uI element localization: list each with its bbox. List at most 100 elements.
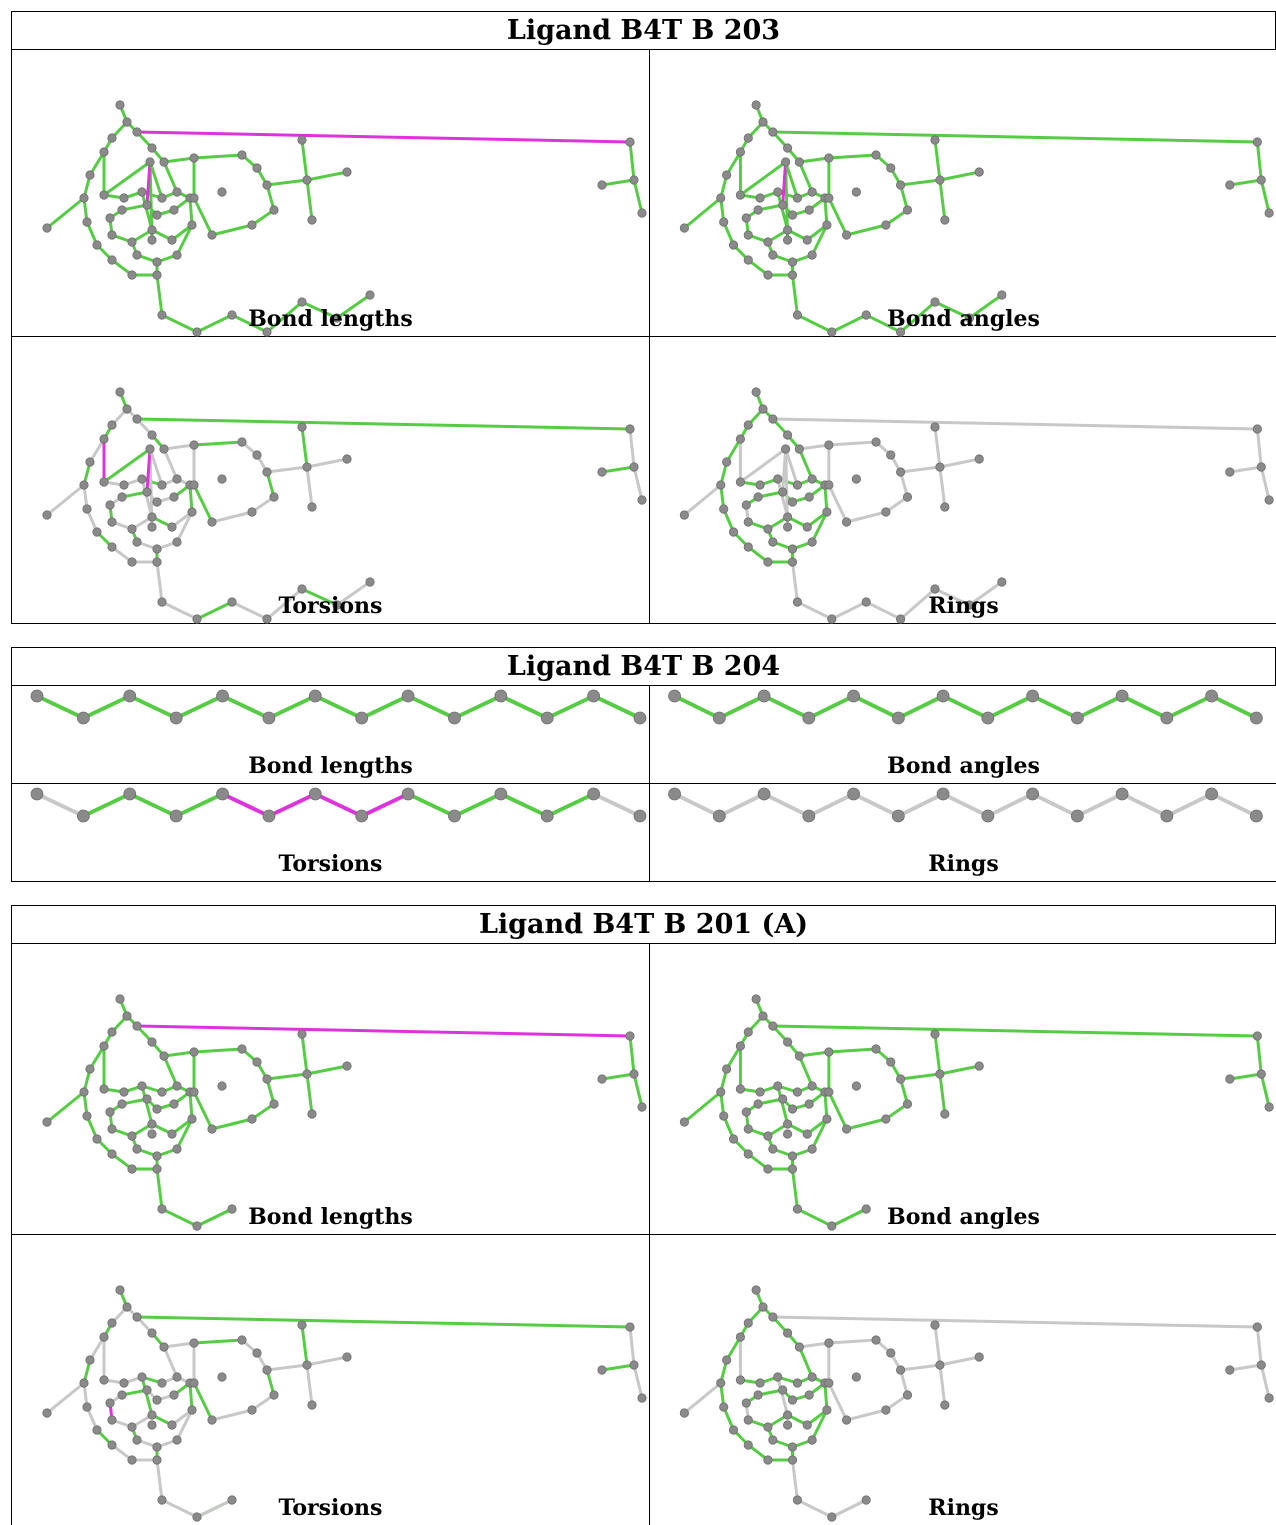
atom [1264,1102,1274,1112]
bond [797,1341,831,1349]
bond [545,694,596,720]
atom [122,1011,132,1021]
atom [841,517,852,527]
bond [265,587,304,621]
atom [712,809,726,823]
atom [891,809,905,823]
atom [792,310,803,320]
atom [216,787,229,801]
atom [107,420,117,430]
atom [807,1081,817,1091]
atom [743,230,753,240]
atom [824,193,834,203]
atom [82,1111,92,1121]
atom [107,133,117,143]
atom [679,223,689,233]
atom [1252,137,1262,147]
atom [940,215,950,225]
bond [717,792,767,818]
atom [147,512,157,522]
atom [92,527,102,537]
bond [192,440,244,447]
atom [85,1355,95,1365]
bond [265,1363,309,1372]
bond [827,1090,849,1131]
molecule-image [30,689,647,725]
atom [262,711,276,725]
atom [152,1442,162,1452]
bond [830,600,868,621]
molecule-image [42,994,647,1231]
atom [758,1011,768,1021]
atom [735,477,746,487]
bond [1164,792,1214,818]
atom [763,557,773,567]
atom [741,1398,751,1408]
atom [147,235,157,245]
atom [763,237,773,247]
bond [45,1381,86,1415]
atom [105,213,115,223]
bond [45,483,86,517]
bond [781,160,788,207]
atom [802,711,816,725]
atom [629,1069,639,1079]
atom [735,147,746,157]
atom [1026,787,1039,801]
atom [99,147,109,157]
atom [822,220,832,230]
atom [262,467,272,477]
atom [735,1332,746,1342]
bond [795,600,834,621]
bond [762,792,811,818]
atom [782,1037,793,1047]
atom [1225,180,1235,190]
panel-label: Torsions [278,593,383,619]
bond [102,447,152,484]
atom [716,1087,726,1097]
bond [160,600,199,621]
bond [672,792,722,818]
atom [152,1164,162,1174]
atom [187,507,197,517]
bond [35,694,86,720]
bond [896,792,946,818]
atom [252,450,262,460]
atom [940,1400,950,1410]
atom [169,205,179,215]
atom [861,597,871,607]
atom [851,1372,861,1382]
atom [755,1378,765,1388]
atom [297,584,307,594]
atom [76,711,90,725]
atom [217,1372,227,1382]
atom [768,127,778,137]
atom [1160,809,1174,823]
atom [751,100,761,110]
bond [797,447,814,481]
atom [728,1134,739,1144]
atom [82,1402,92,1412]
atom [307,215,317,225]
atom [152,257,162,267]
bond [781,447,788,494]
atom [1256,462,1266,472]
atom [757,787,771,801]
atom [930,1029,940,1039]
bond [45,1090,86,1124]
bond [160,1207,199,1228]
atom [82,504,92,514]
atom [792,597,803,607]
bond [545,792,596,818]
atom [981,809,995,823]
atom [871,1044,881,1054]
atom [804,1099,814,1109]
atom [824,1338,834,1348]
bond [265,465,309,474]
atom [728,1425,739,1435]
atom [597,180,607,190]
panel-label: Bond angles [887,753,1040,779]
atom [716,480,726,490]
atom [132,414,142,424]
atom [719,217,729,227]
